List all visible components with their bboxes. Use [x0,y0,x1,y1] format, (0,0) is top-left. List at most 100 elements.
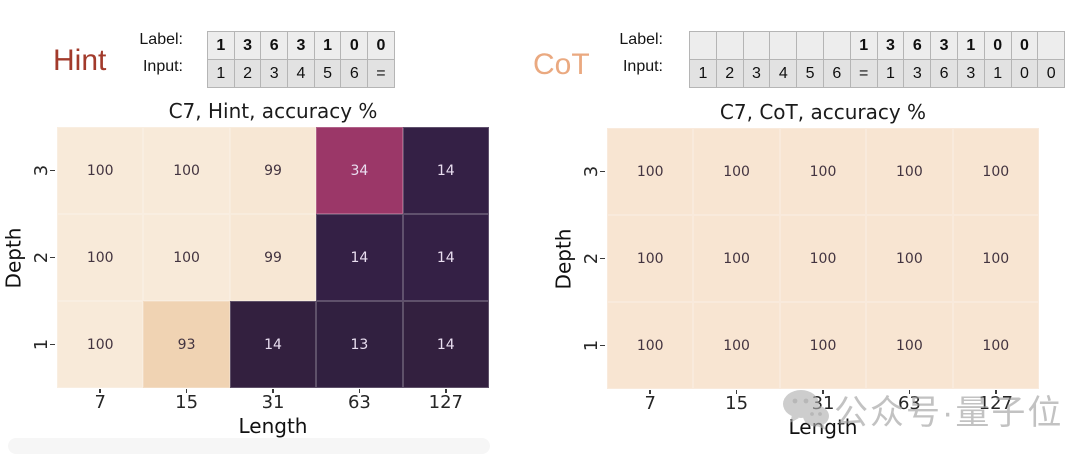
y-tick: 2 [575,215,605,302]
y-tick: 3 [575,128,605,215]
x-tick-label: 15 [175,392,199,413]
hint-heatmap: 100 100 99 34 14 100 100 99 14 14 100 93 14 13 14 [57,127,489,388]
heatmap-cell: 100 [143,127,230,214]
heatmap-cell: 100 [607,215,694,302]
y-tick-mark [600,344,605,347]
x-tick-mark [735,390,738,394]
y-tick-label: 1 [30,338,52,351]
token-cell [690,32,716,59]
token-cell: 0 [984,32,1011,59]
chart-title: C7, CoT, accuracy % [719,100,927,124]
hint-token-table: 1 3 6 3 1 0 0 1 2 3 4 5 6 = [207,31,395,88]
x-tick-label: 31 [811,393,835,414]
heatmap-cell: 100 [952,215,1039,302]
cot-token-table: 1 3 6 3 1 0 0 1 2 3 4 5 6 = 1 3 6 3 1 0 0 [689,31,1066,88]
y-axis-label: Depth [551,128,576,389]
token-cell [716,32,743,59]
token-cell: 3 [743,60,770,87]
x-tick: 127 [953,390,1039,414]
token-cell: 3 [261,60,288,87]
hint-tag: Hint [53,44,107,77]
token-cell: 3 [904,60,931,87]
token-cell: 1 [850,32,877,59]
y-tick-mark [50,343,55,346]
heatmap-cell: 100 [143,214,230,301]
y-tick-label: 3 [580,165,602,178]
heatmap-cell: 14 [316,214,403,301]
heatmap-cell: 13 [316,301,403,388]
token-cell: 2 [716,60,743,87]
y-axis-ticks: 3 2 1 [575,128,605,389]
token-cell [797,32,823,59]
table-row-label: Label: [619,31,663,48]
x-tick-label: 127 [978,393,1013,414]
token-table-row-labels: Label: Input: [613,31,663,85]
heatmap-cell: 100 [57,214,144,301]
token-cell: 1 [208,32,234,59]
x-axis-ticks: 7 15 31 63 127 [607,390,1039,414]
x-tick: 31 [780,390,866,414]
x-tick: 15 [693,390,779,414]
heatmap-cell: 100 [607,128,694,215]
token-cell: 1 [957,32,984,59]
x-tick-mark [822,390,824,394]
y-axis-ticks: 3 2 1 [25,127,55,388]
heatmap-cell: 100 [952,302,1039,389]
x-tick-mark [99,389,101,393]
token-cell: 4 [770,60,797,87]
x-tick: 63 [316,389,402,413]
table-row-label: Label: [139,31,183,48]
heatmap-cell: 14 [229,301,317,388]
token-cell: = [368,60,394,87]
token-cell [770,32,797,59]
token-cell: 0 [1038,60,1065,87]
heatmap-cell: 100 [866,215,953,302]
heatmap-cell: 99 [229,127,317,214]
x-axis-label: Length [238,414,308,438]
x-tick-label: 31 [261,392,285,413]
heatmap-cell: 14 [402,214,489,301]
table-row-label: Input: [622,58,663,75]
y-tick: 1 [25,301,55,388]
x-axis-ticks: 7 15 31 63 127 [57,389,489,413]
heatmap-cell: 14 [402,127,489,214]
token-cell: 4 [288,60,314,87]
x-tick-label: 7 [644,393,656,414]
x-tick-mark [995,390,997,394]
token-cell: 5 [797,60,823,87]
heatmap-cell: 100 [779,302,867,389]
token-cell: 1 [690,60,716,87]
x-tick: 31 [230,389,316,413]
x-tick: 7 [57,389,143,413]
bottom-strip [8,438,490,454]
x-tick-mark [908,390,911,394]
token-cell [743,32,770,59]
heatmap-cell: 14 [402,301,489,388]
token-cell: 3 [931,32,957,59]
token-cell: 6 [931,60,957,87]
x-tick-mark [272,389,274,393]
token-cell: 1 [984,60,1011,87]
x-tick-mark [185,389,188,393]
y-tick: 3 [25,127,55,214]
token-cell: 5 [314,60,341,87]
y-tick: 1 [575,302,605,389]
cot-heatmap: 100 100 100 100 100 100 100 100 100 100 100 100 100 1… [607,128,1039,389]
token-cell: 3 [877,32,904,59]
cot-panel: CoT Label: Input: 1 3 6 3 1 0 0 1 2 3 4 5 6 = 1 3 6 3 1 0 0 C… [530,0,1080,454]
x-tick-mark [445,389,447,393]
token-cell: = [850,60,877,87]
y-axis-label-text: Depth [551,228,576,289]
y-tick-label: 2 [580,252,602,265]
token-cell: 0 [341,32,368,59]
y-tick-label: 1 [580,339,602,352]
x-tick: 127 [403,389,489,413]
y-tick-label: 2 [30,251,52,264]
x-tick-label: 63 [347,392,371,413]
heatmap-cell: 99 [229,214,317,301]
heatmap-cell: 93 [143,301,230,388]
token-cell: 1 [877,60,904,87]
heatmap-cell: 100 [57,301,144,388]
chart-title: C7, Hint, accuracy % [168,99,378,123]
y-tick-label: 3 [30,164,52,177]
